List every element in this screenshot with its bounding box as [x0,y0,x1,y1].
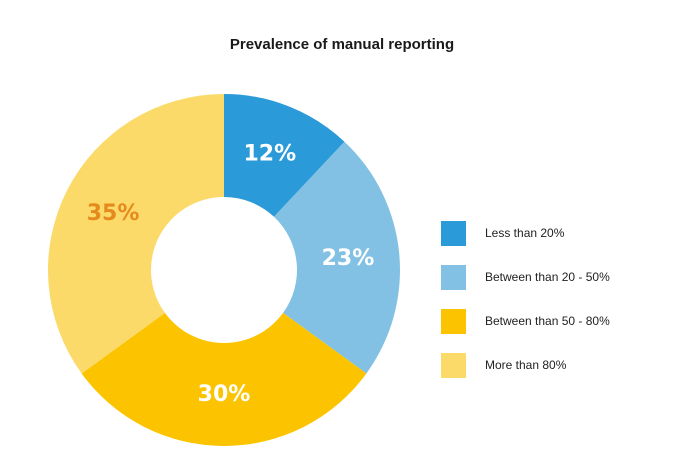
legend-item-2: Between than 20 - 50% [441,264,691,290]
legend-swatch-3 [441,308,466,334]
legend-item-3: Between than 50 - 80% [441,308,691,334]
legend: Less than 20% Between than 20 - 50% Betwee… [441,220,691,396]
data-label-3: 30% [198,382,251,407]
legend-label-4: More than 80% [485,358,567,372]
legend-label-1: Less than 20% [485,226,565,240]
chart-title: Prevalence of manual reporting [229,36,455,53]
donut-slice-4 [48,94,224,374]
legend-swatch-4 [441,352,466,378]
legend-swatch-2 [441,264,466,290]
donut-slice-1 [224,94,345,217]
legend-label-3: Between than 50 - 80% [485,314,610,328]
legend-swatch-1 [441,220,466,246]
data-label-1: 12% [243,142,296,167]
data-label-4: 35% [87,201,140,226]
data-label-2: 23% [322,246,375,271]
legend-item-4: More than 80% [441,352,691,378]
legend-item-1: Less than 20% [441,220,691,246]
legend-label-2: Between than 20 - 50% [485,270,610,284]
donut-slice-3 [81,312,367,446]
donut-slice-2 [273,141,400,374]
